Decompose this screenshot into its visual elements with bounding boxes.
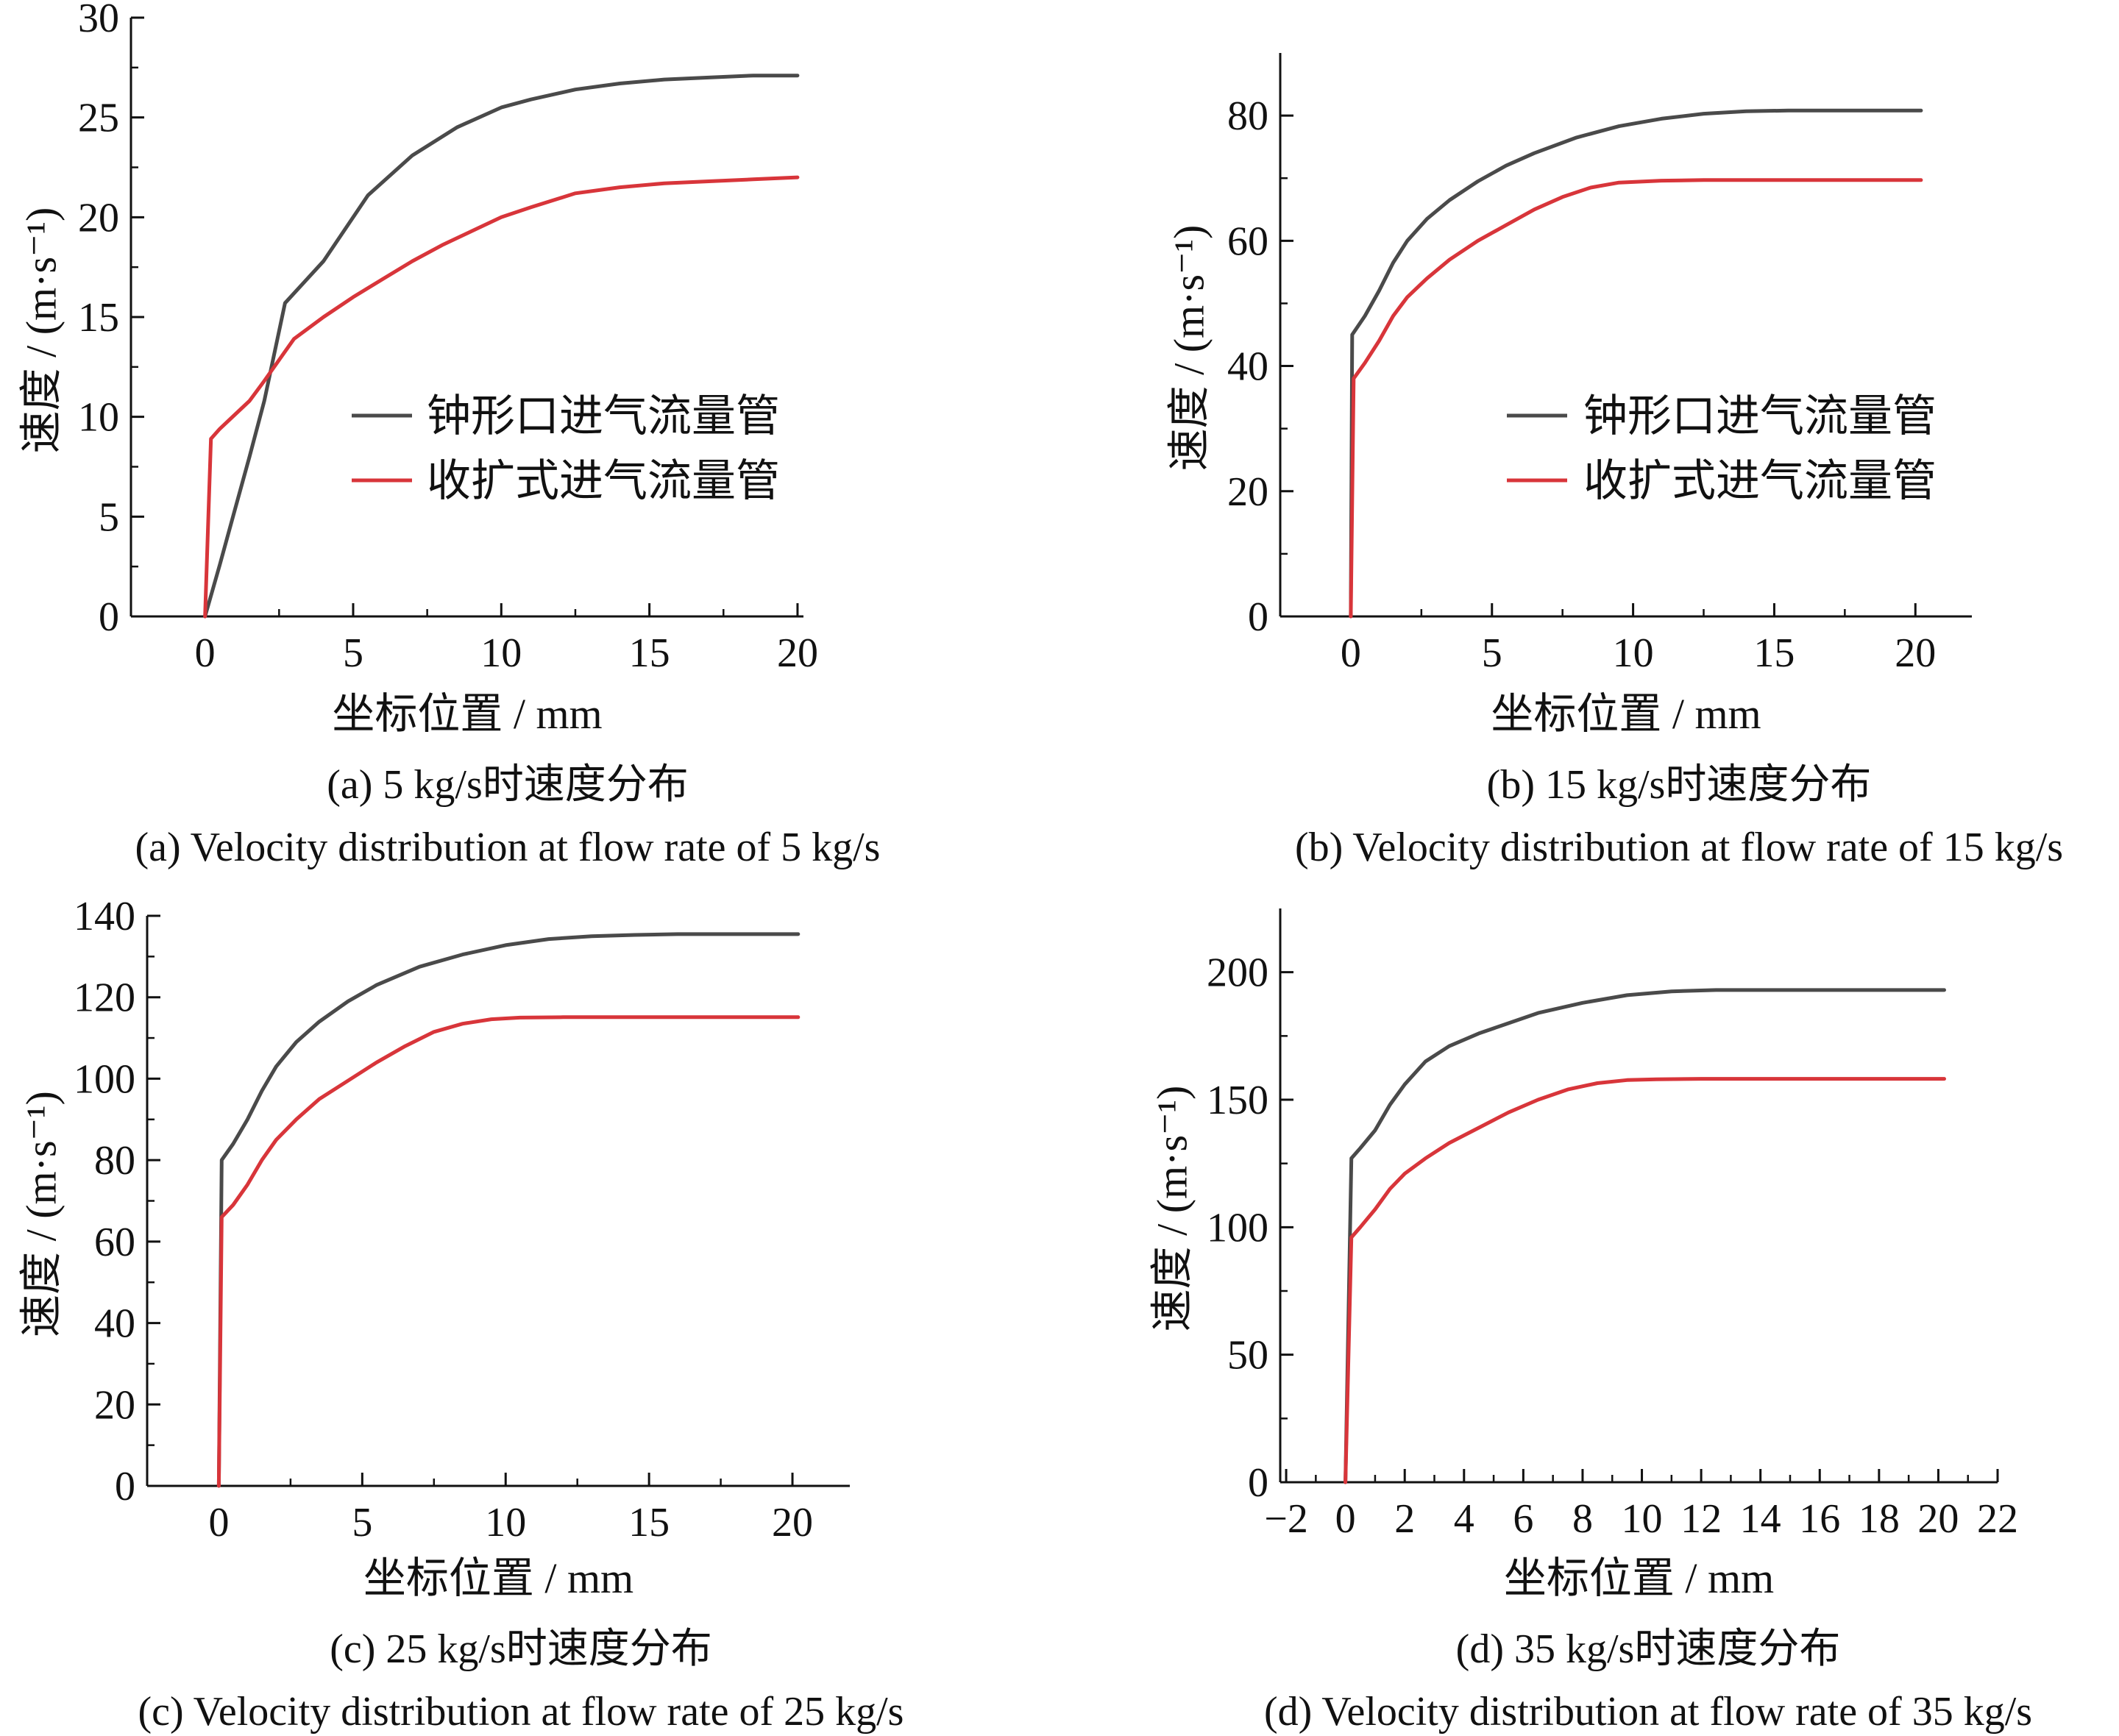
x-tick-label: 0 — [1341, 630, 1361, 676]
x-tick-label: 10 — [485, 1500, 526, 1545]
x-axis-label: 坐标位置 / mm — [1504, 1554, 1774, 1602]
y-tick-label: 60 — [94, 1220, 135, 1265]
y-tick-label: 40 — [94, 1301, 135, 1347]
caption-cn: (d) 35 kg/s时速度分布 — [1456, 1626, 1841, 1672]
y-tick-label: 0 — [1248, 594, 1268, 640]
x-tick-label: 8 — [1572, 1496, 1593, 1542]
y-tick-label: 200 — [1207, 950, 1268, 996]
chart-panel-c: 0 20 40 60 80 100 120 140 0 5 10 15 20 坐标位置 / mm 速度 / … — [18, 894, 904, 1735]
x-tick-label: 2 — [1394, 1496, 1415, 1542]
x-tick-label: 15 — [1753, 630, 1795, 676]
y-tick-label: 50 — [1227, 1333, 1268, 1379]
y-tick-label: 40 — [1227, 344, 1268, 390]
y-tick-label: 0 — [115, 1464, 135, 1509]
series-line-convergent-divergent — [216, 1015, 801, 1488]
caption-en: (a) Velocity distribution at flow rate o… — [135, 825, 881, 870]
y-tick-label: 150 — [1207, 1078, 1268, 1123]
series-line-bell-mouth — [1349, 108, 1923, 619]
x-tick-label: 10 — [1622, 1496, 1663, 1542]
x-tick-label: 5 — [343, 630, 363, 676]
y-tick-label: 15 — [78, 295, 119, 341]
x-tick-label: 5 — [352, 1500, 372, 1545]
caption-en: (d) Velocity distribution at flow rate o… — [1264, 1689, 2032, 1735]
x-tick-label: 16 — [1799, 1496, 1840, 1542]
legend-label-bell-mouth: 钟形口进气流量管 — [427, 392, 780, 441]
x-tick-label: 10 — [480, 630, 522, 676]
y-tick-label: 120 — [74, 975, 135, 1021]
y-tick-label: 80 — [94, 1138, 135, 1184]
caption-en: (c) Velocity distribution at flow rate o… — [138, 1689, 904, 1735]
legend-label-convergent-divergent: 收扩式进气流量管 — [1583, 457, 1937, 505]
y-tick-label: 10 — [78, 395, 119, 441]
x-axis-label: 坐标位置 / mm — [363, 1554, 633, 1602]
x-tick-label: 6 — [1513, 1496, 1533, 1542]
y-tick-label: 60 — [1227, 218, 1268, 264]
x-tick-label: 10 — [1613, 630, 1654, 676]
x-axis-label: 坐标位置 / mm — [332, 690, 602, 738]
y-tick-label: 30 — [78, 0, 119, 41]
legend-label-bell-mouth: 钟形口进气流量管 — [1583, 392, 1937, 441]
x-tick-label: 0 — [195, 630, 216, 676]
x-tick-label: 15 — [629, 630, 670, 676]
chart-panel-b: 0 20 40 60 80 0 5 10 15 20 坐标位置 / mm 速度 / (m·s⁻¹) (b… — [1165, 53, 2063, 870]
series-line-convergent-divergent — [1349, 178, 1923, 619]
x-tick-label: 15 — [628, 1500, 670, 1545]
chart-panel-a: 0 5 10 15 20 25 30 0 5 10 15 20 坐标位置 / mm 速度 / (m·s⁻¹… — [18, 0, 881, 870]
x-tick-label: 20 — [777, 630, 818, 676]
x-tick-label: 12 — [1680, 1496, 1722, 1542]
y-axis-label: 速度 / (m·s⁻¹) — [1149, 1086, 1196, 1332]
x-tick-label: 0 — [1335, 1496, 1356, 1542]
y-tick-label: 140 — [74, 894, 135, 939]
y-tick-label: 25 — [78, 96, 119, 141]
y-axis-label: 速度 / (m·s⁻¹) — [18, 1091, 65, 1337]
caption-cn: (c) 25 kg/s时速度分布 — [330, 1626, 712, 1672]
y-tick-label: 20 — [1227, 469, 1268, 515]
series-line-bell-mouth — [203, 74, 800, 619]
caption-cn: (a) 5 kg/s时速度分布 — [327, 762, 689, 808]
series-line-bell-mouth — [1344, 988, 1946, 1484]
caption-cn: (b) 15 kg/s时速度分布 — [1487, 762, 1872, 808]
x-tick-label: −2 — [1264, 1496, 1308, 1542]
y-axis-label: 速度 / (m·s⁻¹) — [18, 207, 65, 454]
y-tick-label: 80 — [1227, 93, 1268, 139]
y-tick-label: 5 — [99, 494, 119, 540]
series-line-convergent-divergent — [1344, 1077, 1946, 1484]
caption-en: (b) Velocity distribution at flow rate o… — [1295, 825, 2063, 870]
series-line-bell-mouth — [216, 932, 801, 1488]
y-tick-label: 100 — [74, 1056, 135, 1102]
x-tick-label: 14 — [1740, 1496, 1781, 1542]
x-tick-label: 20 — [772, 1500, 813, 1545]
legend-label-convergent-divergent: 收扩式进气流量管 — [427, 457, 780, 505]
y-tick-label: 20 — [94, 1382, 135, 1428]
x-tick-label: 0 — [208, 1500, 229, 1545]
x-tick-label: 4 — [1454, 1496, 1474, 1542]
x-tick-label: 22 — [1977, 1496, 2018, 1542]
x-axis-label: 坐标位置 / mm — [1491, 690, 1761, 738]
x-tick-label: 18 — [1859, 1496, 1900, 1542]
series-line-convergent-divergent — [203, 175, 800, 619]
y-tick-label: 0 — [1248, 1460, 1268, 1506]
x-tick-label: 5 — [1482, 630, 1502, 676]
y-tick-label: 100 — [1207, 1205, 1268, 1251]
y-tick-label: 0 — [99, 594, 119, 640]
x-tick-label: 20 — [1917, 1496, 1959, 1542]
x-tick-label: 20 — [1895, 630, 1936, 676]
y-tick-label: 20 — [78, 195, 119, 241]
y-axis-label: 速度 / (m·s⁻¹) — [1165, 225, 1213, 472]
